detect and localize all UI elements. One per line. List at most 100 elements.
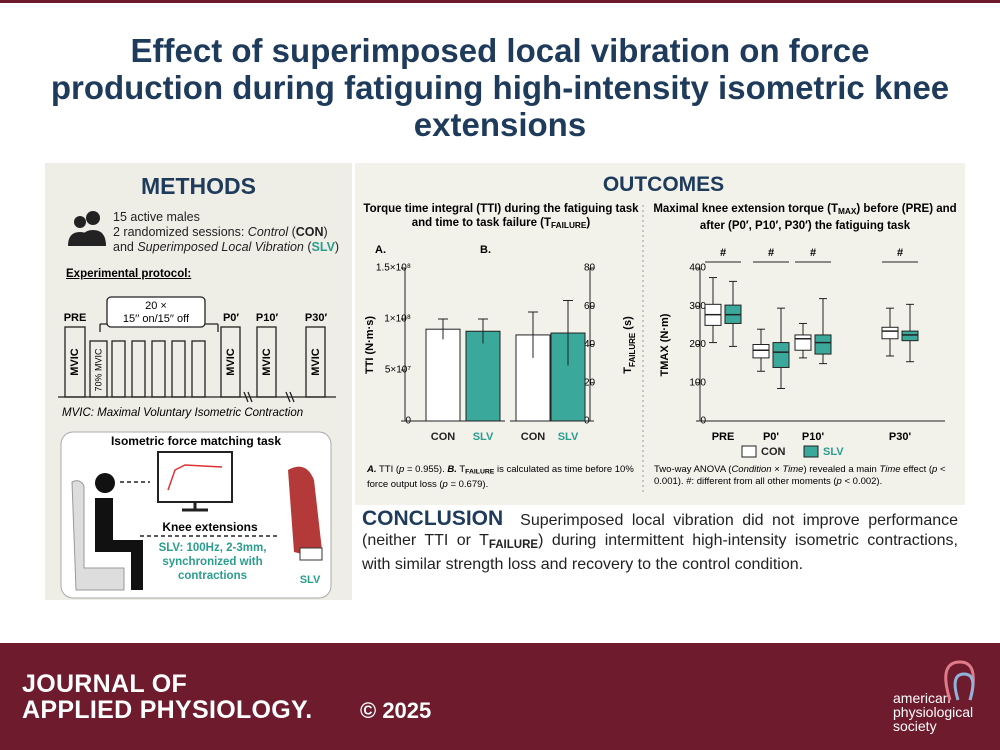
annotation: # [768, 247, 774, 259]
x-tick-label: SLV [558, 431, 579, 443]
methods-heading: METHODS [141, 173, 256, 199]
y-tick-label: 100 [689, 377, 706, 388]
right-note: Two-way ANOVA (Condition × Time) reveale… [654, 464, 960, 488]
vibration-box: SLV: 100Hz, 2-3mm, synchronized with con… [158, 542, 267, 582]
y-tick-label: 80 [584, 263, 596, 274]
y-tick-label: 5×10⁷ [385, 365, 412, 376]
left-note: A. TTI (p = 0.955). B. TFAILURE is calcu… [367, 464, 639, 491]
text-part: Torque time integral (TTI) during the fa… [363, 203, 639, 229]
task-label: Knee extensions [162, 520, 258, 534]
text-part: SLV [311, 240, 335, 254]
y-axis-label: TTI (N·m·s) [364, 316, 376, 374]
annotation: # [897, 247, 903, 259]
x-tick-label: P30' [889, 431, 912, 443]
text-part: ) [586, 217, 591, 229]
text-part: Condition [731, 464, 772, 475]
label-part: T [622, 367, 634, 374]
y-tick-label: 40 [584, 339, 596, 350]
submax-label: 70% MVIC [93, 348, 103, 392]
text-part: Control [247, 225, 289, 239]
conclusion-text: Superimposed local vibration did not imp… [362, 512, 958, 573]
x-tick-label: P0' [763, 431, 779, 443]
label-part: (s) [622, 316, 634, 333]
text-part: TTI ( [376, 464, 400, 475]
annotation: # [810, 247, 816, 259]
society-logo [944, 660, 975, 701]
x-tick-label: P10' [802, 431, 825, 443]
footer [0, 643, 1000, 750]
text-part: FAILURE [551, 221, 587, 231]
timepoint: P30′ [305, 312, 328, 324]
annotation: # [720, 247, 726, 259]
task-box [60, 431, 332, 599]
right-title: Maximal knee extension torque (TMAX) bef… [650, 202, 960, 233]
protocol-label: Experimental protocol: [66, 268, 192, 280]
text-part: < 0.002). [841, 476, 883, 487]
legend-label: CON [761, 446, 786, 458]
text-part: FAILURE [465, 468, 495, 476]
label-part: T [659, 369, 671, 376]
y-axis-label: TFAILURE (s) [622, 316, 637, 374]
society: american physiological society [893, 691, 973, 733]
mvic-label: MVIC [310, 348, 322, 376]
text-part: effect ( [900, 464, 933, 475]
timepoint: PRE [64, 312, 87, 324]
text-part: ) before (PRE) and after (P0′, P10′, P30… [699, 203, 957, 233]
text-part: Superimposed local vibration did not imp… [362, 512, 959, 549]
y-tick-label: 1×10⁸ [384, 314, 411, 325]
label-part: TTI (N·m·s) [364, 316, 376, 374]
copyright: © 2025 [360, 698, 432, 723]
society-line: physiological [893, 704, 974, 720]
box [752, 344, 770, 359]
text-part: ( [288, 225, 296, 239]
y-axis-label: TMAX (N·m) [659, 313, 671, 376]
panel-label: A. [375, 244, 386, 256]
text-part: × [771, 464, 783, 475]
text-part: p [442, 478, 448, 490]
conclusion-heading: CONCLUSION [362, 507, 504, 530]
journal: JOURNAL OF APPLIED PHYSIOLOGY. [22, 671, 312, 723]
text-part: ) during intermittent high-intensity iso… [362, 532, 958, 573]
label-part: MAX [659, 345, 671, 370]
box [772, 342, 790, 368]
sessions-text: 2 randomized sessions: Control (CON) and… [113, 225, 348, 255]
x-tick-label: PRE [712, 431, 735, 443]
mvic-definition: MVIC: Maximal Voluntary Isometric Contra… [62, 407, 304, 419]
text-part: 2 randomized sessions: [113, 225, 248, 239]
task-title: Isometric force matching task [111, 434, 281, 448]
vibration-text: SLV: 100Hz, 2-3mm, synchronized with con… [158, 542, 267, 582]
text-part: ( [303, 240, 312, 254]
y-tick-label: 20 [584, 377, 596, 388]
x-tick-label: SLV [473, 431, 494, 443]
text-part: p [932, 464, 938, 475]
x-tick-label: CON [521, 431, 546, 443]
society-line: society [893, 718, 937, 734]
left-title: Torque time integral (TTI) during the fa… [362, 202, 640, 233]
timepoint: P0′ [223, 312, 239, 324]
timepoint: P10′ [256, 312, 279, 324]
mvic-label: MVIC [225, 348, 237, 376]
y-tick-label: 1.5×10⁸ [376, 263, 411, 274]
text-part: B. [447, 464, 457, 475]
mvic-label: MVIC [261, 348, 273, 376]
text-part: T [456, 464, 466, 475]
y-tick-label: 300 [689, 301, 706, 312]
text-part: Time [782, 464, 804, 475]
text-part: ) [334, 240, 340, 254]
mvic-label: MVIC [69, 348, 81, 376]
text-part: ) and [113, 225, 328, 254]
people-icon [68, 211, 106, 246]
text-part: A. [367, 464, 377, 475]
bar [465, 330, 501, 422]
label-part: FAILURE [628, 332, 637, 367]
legend-label: SLV [823, 446, 844, 458]
protocol-diagram [58, 296, 336, 403]
text-part: Maximal knee extension torque (T [653, 203, 838, 215]
y-tick-label: 400 [689, 263, 706, 274]
conclusion: CONCLUSION Superimposed local vibration … [362, 507, 958, 575]
repetitions: 20 × [145, 300, 167, 312]
box [881, 326, 899, 340]
cycle: 15′′ on/15′′ off [123, 313, 190, 325]
